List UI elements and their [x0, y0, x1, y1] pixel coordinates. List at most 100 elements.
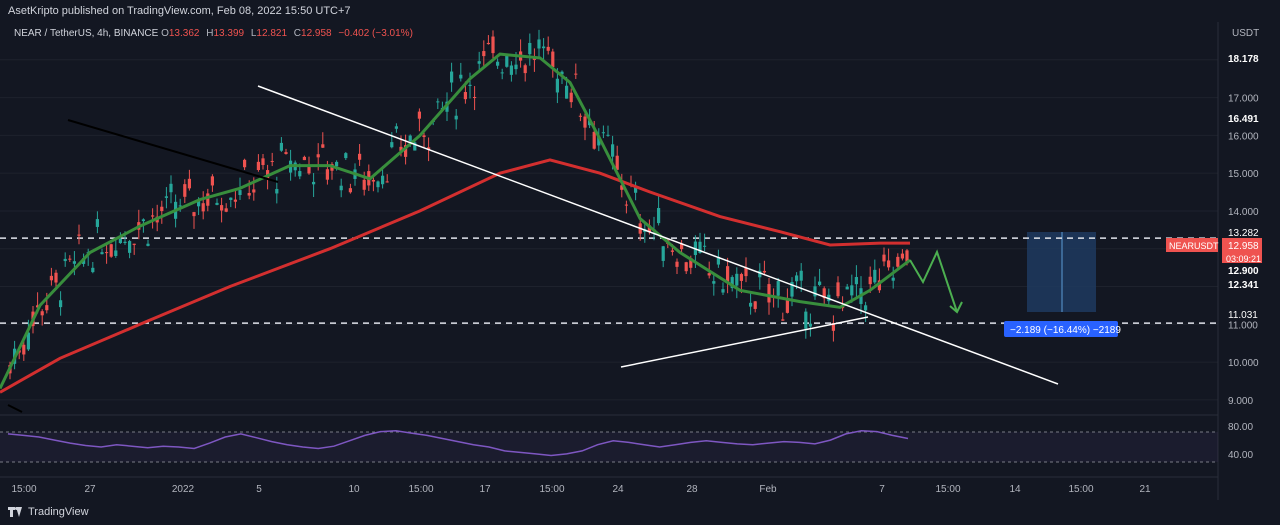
- price-label-11031: 11.031: [1222, 307, 1262, 321]
- candle-body: [505, 55, 509, 67]
- candle-body: [22, 344, 26, 355]
- ascending-support-line[interactable]: [620, 316, 869, 368]
- candle-body: [463, 92, 467, 100]
- candle-body: [606, 134, 610, 136]
- candle-body: [128, 241, 132, 253]
- candle-body: [427, 147, 431, 150]
- candle-body: [261, 158, 265, 166]
- candle-body: [316, 154, 320, 158]
- svg-text:16.491: 16.491: [1228, 114, 1259, 125]
- corner-drawing: [7, 404, 23, 413]
- time-tick: 10: [348, 484, 360, 495]
- rsi-tick-80: 80.00: [1228, 422, 1253, 433]
- candle-body: [335, 161, 339, 167]
- candle-body: [436, 101, 440, 103]
- chart-area[interactable]: USDT 18.00017.00016.00015.00014.00013.00…: [0, 22, 1280, 500]
- candle-body: [804, 311, 808, 329]
- candle-body: [634, 187, 638, 193]
- candle-body: [224, 208, 228, 212]
- candle-body: [339, 185, 343, 191]
- candle-body: [532, 58, 536, 60]
- candle-body: [684, 262, 688, 272]
- candle-body: [560, 71, 564, 75]
- descending-trendline[interactable]: [257, 85, 1059, 385]
- time-tick: 17: [479, 484, 491, 495]
- candle-body: [776, 281, 780, 296]
- candle-body: [555, 78, 559, 93]
- candle-body: [864, 305, 868, 311]
- svg-text:12.900: 12.900: [1228, 266, 1259, 277]
- candle-body: [514, 64, 518, 70]
- candle-body: [114, 250, 118, 256]
- candle-body: [348, 188, 352, 193]
- candle-body: [390, 142, 394, 148]
- candle-body: [413, 142, 417, 151]
- candle-body: [417, 111, 421, 119]
- legend-low: 12.821: [256, 28, 288, 39]
- candle-body: [528, 42, 532, 55]
- candle-body: [726, 266, 730, 283]
- time-axis-ticks[interactable]: 15:00 27 2022 5 10 15:00 17 15:00 24 28 Feb 7 15:00 1…: [11, 484, 1151, 495]
- svg-text:11.031: 11.031: [1228, 310, 1258, 321]
- candle-body: [588, 120, 592, 126]
- price-chart-svg[interactable]: USDT 18.00017.00016.00015.00014.00013.00…: [0, 22, 1280, 500]
- candle-body: [689, 258, 693, 268]
- candle-body: [601, 132, 605, 134]
- current-price-badge[interactable]: NEARUSDT 12.958 03:09:21: [1166, 238, 1262, 265]
- candle-body: [781, 319, 785, 321]
- candle-body: [270, 160, 274, 162]
- projected-path[interactable]: [909, 249, 958, 313]
- candle-body: [850, 285, 854, 296]
- legend-symbol: NEAR / TetherUS, 4h, BINANCE: [14, 28, 159, 39]
- candle-body: [26, 332, 30, 350]
- price-tick: 17.000: [1228, 94, 1259, 105]
- candle-body: [680, 243, 684, 250]
- candle-body: [597, 136, 601, 146]
- candle-body: [54, 272, 58, 283]
- publisher-bar: AsetKripto published on TradingView.com,…: [0, 0, 1280, 22]
- candle-body: [661, 246, 665, 261]
- candle-body: [187, 178, 191, 189]
- time-tick: 2022: [172, 484, 195, 495]
- candle-body: [491, 36, 495, 54]
- candle-body: [546, 46, 550, 51]
- candle-body: [735, 273, 739, 286]
- candle-body: [486, 42, 490, 45]
- candle-body: [404, 145, 408, 157]
- candle-body: [615, 155, 619, 170]
- tradingview-logo[interactable]: TradingView: [8, 506, 89, 518]
- candle-body: [762, 270, 766, 273]
- candle-body: [321, 144, 325, 148]
- candle-body: [854, 276, 858, 285]
- candle-body: [753, 301, 757, 309]
- legend-c-label: C: [293, 28, 302, 39]
- price-tick: 14.000: [1228, 207, 1259, 218]
- candle-body: [169, 183, 173, 193]
- svg-text:03:09:21: 03:09:21: [1226, 254, 1261, 264]
- candle-body: [105, 252, 109, 254]
- footer-bar: TradingView: [0, 500, 1280, 525]
- candle-body: [500, 72, 504, 74]
- candle-body: [238, 190, 242, 195]
- candle-body: [40, 311, 44, 316]
- candle-body: [721, 289, 725, 293]
- price-label-16491: 16.491: [1222, 111, 1262, 125]
- time-tick: 28: [686, 484, 698, 495]
- measure-label[interactable]: −2.189 (−16.44%) −2189: [1004, 321, 1121, 337]
- rsi-tick-40: 40.00: [1228, 450, 1253, 461]
- time-tick: 27: [84, 484, 96, 495]
- svg-text:12.341: 12.341: [1228, 280, 1259, 291]
- black-trendline[interactable]: [67, 119, 279, 183]
- candle-body: [647, 225, 651, 233]
- candle-body: [252, 189, 256, 193]
- candle-body: [307, 164, 311, 174]
- time-tick: 15:00: [408, 484, 433, 495]
- legend-close: 12.958: [301, 28, 332, 39]
- svg-text:18.178: 18.178: [1228, 54, 1259, 65]
- candle-body: [91, 267, 95, 273]
- candle-body: [192, 212, 196, 217]
- candle-body: [785, 300, 789, 313]
- candle-body: [399, 146, 403, 151]
- time-tick: 7: [879, 484, 885, 495]
- symbol-legend[interactable]: NEAR / TetherUS, 4h, BINANCE O13.362 H13…: [14, 28, 417, 39]
